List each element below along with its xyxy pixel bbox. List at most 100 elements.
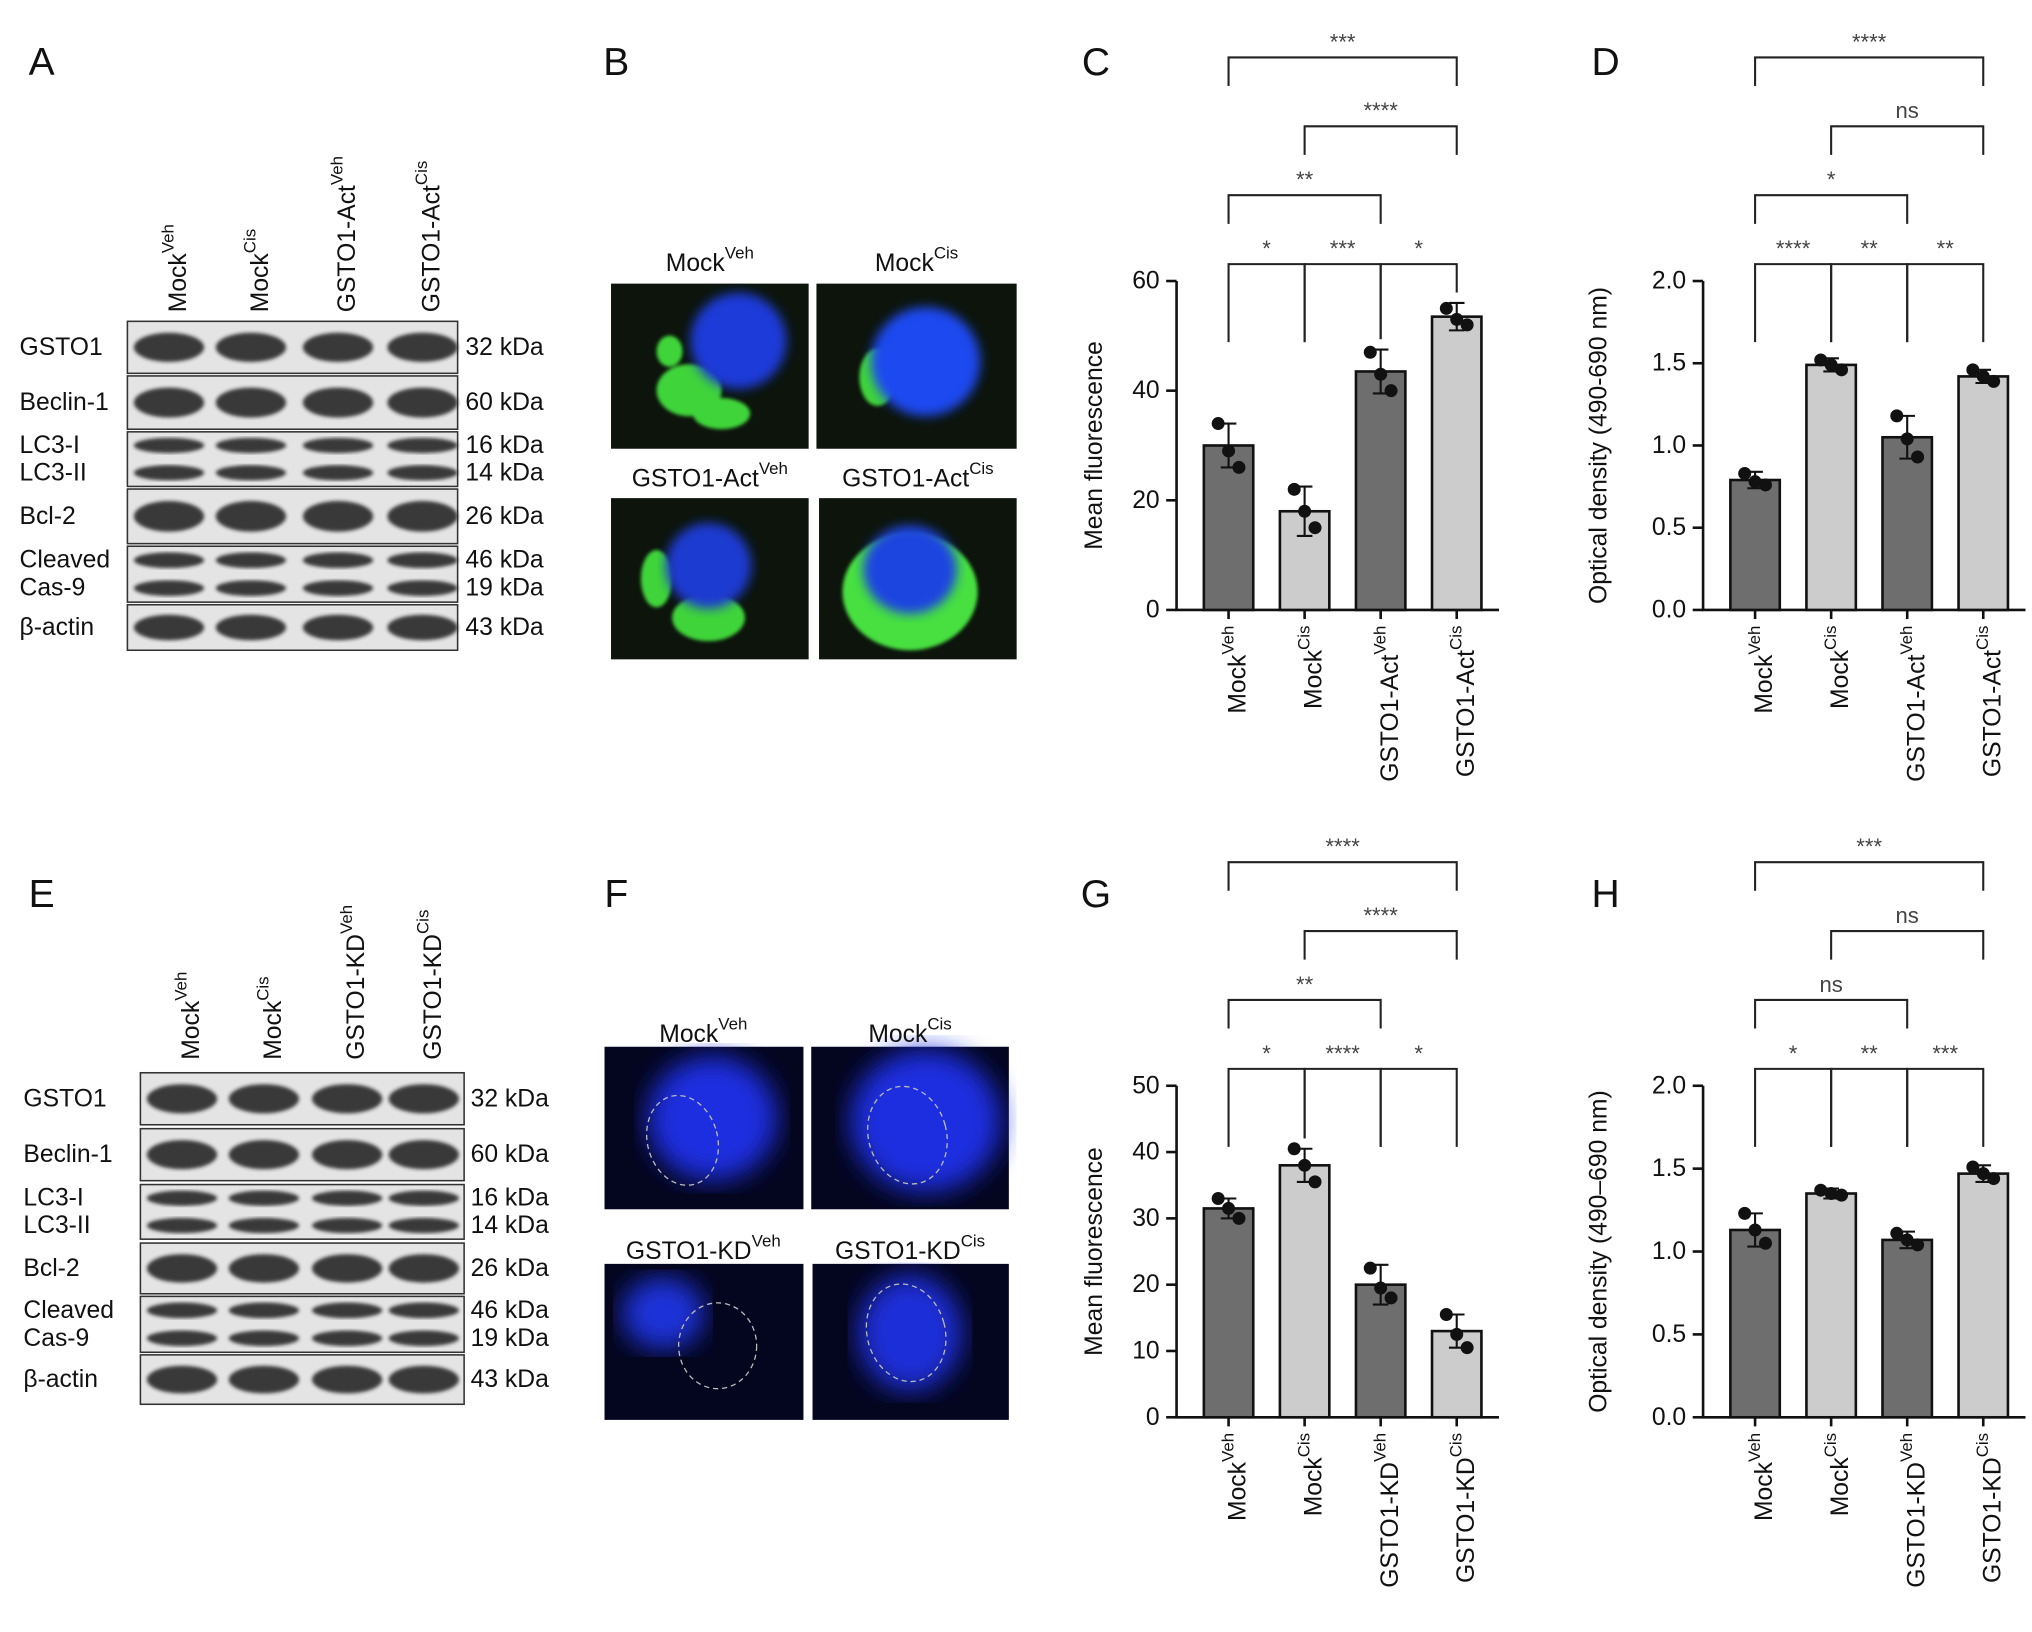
label-superscript: Cis — [1972, 1433, 1991, 1457]
blot-band — [133, 437, 205, 454]
x-tick-label: MockCis — [1820, 1433, 1853, 1516]
significance-label: * — [1414, 1041, 1423, 1066]
data-point — [1374, 1281, 1388, 1295]
y-axis-label: Mean fluorescence — [1081, 1147, 1108, 1356]
data-point — [1890, 409, 1904, 423]
blot-row-label: Bcl-2 — [23, 1255, 79, 1282]
label-base: Mock — [666, 249, 726, 276]
label-superscript: Veh — [1744, 626, 1763, 655]
label-base: GSTO1-KD — [419, 934, 446, 1060]
data-point — [1824, 358, 1838, 372]
bar — [1430, 315, 1483, 612]
data-point — [1748, 475, 1762, 489]
blot-band — [388, 1190, 459, 1206]
blot-band — [215, 501, 287, 532]
data-point — [1738, 466, 1752, 480]
lane-label: MockCis — [253, 976, 286, 1059]
micrograph-label: MockCis — [875, 243, 958, 276]
significance-bracket — [1830, 1067, 1909, 1147]
data-point — [1911, 450, 1925, 464]
data-point — [1987, 1172, 2001, 1186]
label-base: Mock — [659, 1020, 719, 1047]
significance-label: ** — [1937, 236, 1955, 261]
blot-band — [312, 1217, 383, 1234]
blot-band — [387, 332, 458, 362]
significance-bracket — [1227, 998, 1382, 1029]
blot-row-label: Bcl-2 — [20, 503, 76, 530]
x-tick-label: GSTO1-ActCis — [1972, 626, 2005, 778]
significance-bracket — [1227, 194, 1382, 224]
bar — [1354, 1283, 1407, 1419]
blot-row-label: GSTO1 — [23, 1085, 106, 1112]
blot-band — [215, 552, 287, 569]
data-point — [1460, 1341, 1474, 1355]
label-superscript: Veh — [1218, 1433, 1237, 1462]
data-point — [1439, 1308, 1453, 1322]
blot-band — [388, 1302, 459, 1319]
blot-band — [302, 552, 374, 569]
micrograph — [611, 498, 809, 660]
label-superscript: Cis — [1820, 626, 1839, 650]
significance-label: ** — [1296, 972, 1314, 997]
blot-band — [228, 1254, 300, 1283]
micrograph-label: MockCis — [868, 1014, 951, 1047]
significance-label: * — [1789, 1041, 1798, 1066]
label-base: GSTO1-Act — [1979, 650, 2006, 777]
blot-band — [312, 1084, 383, 1114]
label-base: Mock — [1300, 1457, 1327, 1517]
x-tick-label: GSTO1-KDCis — [1446, 1433, 1479, 1583]
significance-bracket — [1754, 1067, 1833, 1147]
lane-label: MockCis — [240, 229, 273, 312]
blot-band — [302, 465, 374, 481]
y-tick-label: 0.0 — [1652, 1404, 1686, 1431]
data-point — [1738, 1206, 1752, 1220]
significance-label: ns — [1896, 98, 1919, 123]
molecular-weight: 19 kDa — [471, 1325, 549, 1352]
label-base: Mock — [1751, 654, 1778, 714]
x-tick-label: MockVeh — [1744, 626, 1777, 714]
label-superscript: Cis — [1446, 1433, 1465, 1457]
y-axis-label: Optical density (490–690 nm) — [1586, 1090, 1613, 1412]
significance-bracket — [1227, 1067, 1306, 1147]
significance-label: * — [1262, 236, 1271, 261]
bar — [1881, 1238, 1934, 1419]
micrograph — [816, 283, 1017, 449]
blot-band — [133, 580, 205, 596]
blot-band — [228, 1217, 300, 1234]
y-tick-label: 1.5 — [1652, 350, 1686, 377]
data-point — [1966, 363, 1980, 377]
x-tick-label: GSTO1-ActVeh — [1370, 626, 1403, 782]
y-tick-label: 0.5 — [1652, 514, 1686, 541]
blot-band — [146, 1217, 218, 1234]
blot-band — [387, 580, 458, 596]
blot-band — [228, 1330, 300, 1347]
data-point — [1222, 444, 1236, 458]
blot-band — [215, 465, 287, 481]
micrograph — [819, 498, 1017, 660]
blot-band — [146, 1302, 218, 1319]
micrograph — [812, 1263, 1009, 1420]
data-point — [1460, 318, 1474, 332]
x-tick-label: GSTO1-ActVeh — [1896, 626, 1929, 782]
data-point — [1748, 1223, 1762, 1237]
data-point — [1900, 432, 1914, 446]
lane-label: MockVeh — [171, 972, 204, 1060]
significance-bracket — [1906, 1067, 1985, 1147]
label-base: Mock — [260, 1000, 287, 1060]
blot-band — [302, 580, 374, 596]
blot-band — [133, 552, 205, 569]
blot-band — [228, 1302, 300, 1319]
significance-bracket — [1303, 263, 1382, 343]
significance-label: ns — [1819, 972, 1842, 997]
data-point — [1976, 1167, 1990, 1181]
label-base: Mock — [1827, 649, 1854, 709]
panel-label: E — [29, 873, 55, 916]
x-tick-label: MockCis — [1820, 626, 1853, 709]
blot-row-label: Beclin-1 — [20, 389, 109, 416]
blot-band — [302, 437, 374, 454]
label-base: Mock — [1751, 1461, 1778, 1521]
label-superscript: Cis — [412, 161, 431, 185]
blot-band — [388, 1140, 459, 1170]
